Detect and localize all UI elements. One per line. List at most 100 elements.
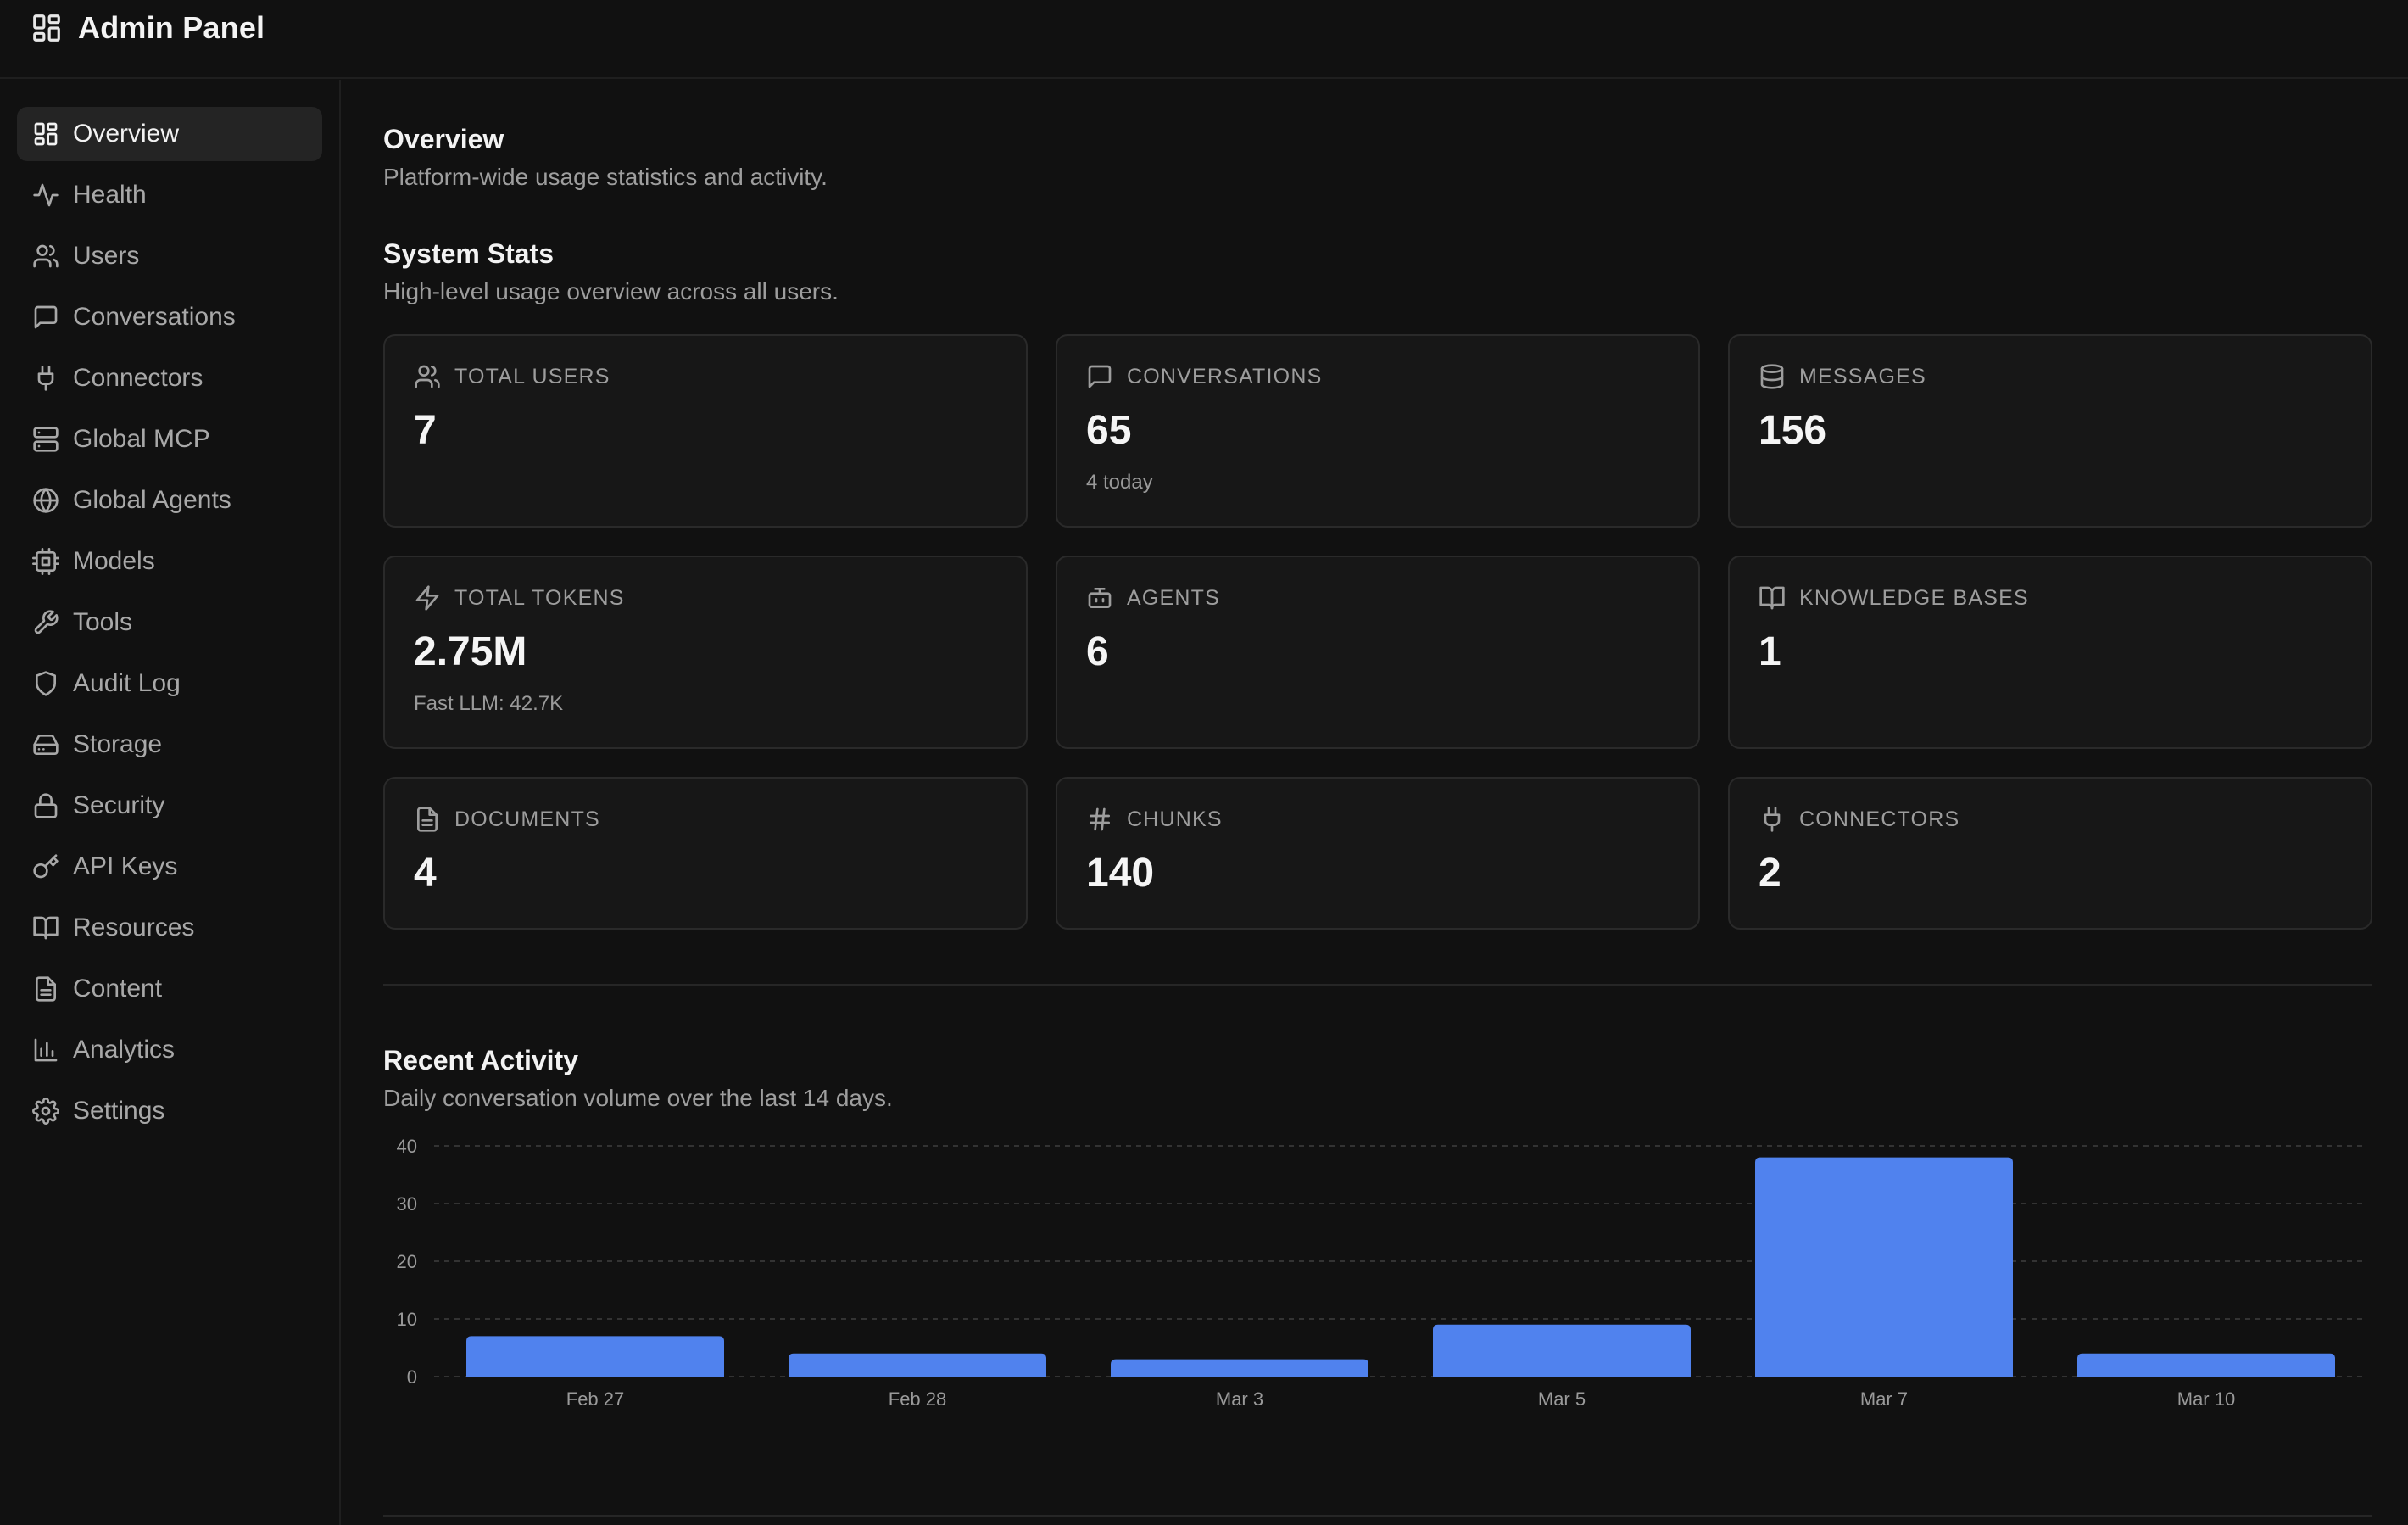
recent-activity-title: Recent Activity xyxy=(383,1045,578,1075)
database-icon xyxy=(1759,363,1786,390)
y-tick-label: 30 xyxy=(397,1193,417,1215)
sidebar-item-models[interactable]: Models xyxy=(17,534,322,589)
activity-icon xyxy=(32,182,59,209)
stat-card-total-tokens: TOTAL TOKENS 2.75M Fast LLM: 42.7K xyxy=(383,556,1028,749)
chart-bar[interactable] xyxy=(1433,1324,1691,1377)
stat-value: 156 xyxy=(1759,408,1827,453)
bottom-divider xyxy=(383,1515,2372,1517)
lock-icon xyxy=(32,792,59,819)
sidebar-item-users[interactable]: Users xyxy=(17,229,322,283)
y-tick-label: 40 xyxy=(397,1136,417,1157)
sidebar-item-label: Models xyxy=(73,547,155,575)
stat-card-knowledge-bases: KNOWLEDGE BASES 1 xyxy=(1728,556,2372,749)
sidebar-item-overview[interactable]: Overview xyxy=(17,107,322,161)
globe-icon xyxy=(32,487,59,514)
app-title: Admin Panel xyxy=(78,9,265,45)
plug-icon xyxy=(32,365,59,392)
message-square-icon xyxy=(32,304,59,331)
sidebar: Overview Health Users Conversations Conn… xyxy=(0,80,341,1525)
sidebar-item-label: Overview xyxy=(73,120,180,148)
sidebar-item-global-mcp[interactable]: Global MCP xyxy=(17,412,322,466)
chart-bar[interactable] xyxy=(789,1353,1046,1377)
sidebar-item-label: Global MCP xyxy=(73,425,210,453)
book-icon xyxy=(32,914,59,941)
sidebar-item-global-agents[interactable]: Global Agents xyxy=(17,473,322,528)
stat-value: 2 xyxy=(1759,851,1781,896)
chart-bar[interactable] xyxy=(1111,1359,1368,1377)
users-icon xyxy=(32,243,59,270)
chart-bar[interactable] xyxy=(2077,1353,2335,1377)
sidebar-item-label: Security xyxy=(73,791,165,819)
sidebar-item-health[interactable]: Health xyxy=(17,168,322,222)
activity-chart-svg: 0 10 20 30 40 Feb 27 Feb 28 Mar 3 Mar 5 Mar 7 Mar … xyxy=(397,1136,2367,1410)
system-stats-header: System Stats High-level usage overview a… xyxy=(383,238,2372,305)
bot-icon xyxy=(1086,584,1113,612)
stat-card-total-users: TOTAL USERS 7 xyxy=(383,334,1028,528)
stat-subtext: Fast LLM: 42.7K xyxy=(414,692,564,715)
stat-subtext: 4 today xyxy=(1086,471,1153,494)
x-tick-label: Mar 5 xyxy=(1538,1388,1586,1410)
settings-icon xyxy=(32,1098,59,1125)
sidebar-item-content[interactable]: Content xyxy=(17,962,322,1016)
grid-icon xyxy=(31,12,63,44)
activity-chart: 0 10 20 30 40 Feb 27 Feb 28 Mar 3 Mar 5 Mar 7 Mar … xyxy=(383,1127,2372,1450)
x-tick-label: Mar 3 xyxy=(1216,1388,1263,1410)
shield-icon xyxy=(32,670,59,697)
recent-activity-header: Recent Activity Daily conversation volum… xyxy=(383,1045,2372,1112)
sidebar-item-security[interactable]: Security xyxy=(17,779,322,833)
stat-card-connectors: CONNECTORS 2 xyxy=(1728,777,2372,930)
stat-value: 1 xyxy=(1759,629,1781,674)
sidebar-item-storage[interactable]: Storage xyxy=(17,718,322,772)
stats-grid: TOTAL USERS 7 CONVERSATIONS 65 4 today M… xyxy=(383,334,2372,930)
page-title: Overview xyxy=(383,124,504,154)
hash-icon xyxy=(1086,806,1113,833)
main-content: Overview Platform-wide usage statistics … xyxy=(383,80,2372,1450)
recent-activity-subtitle: Daily conversation volume over the last … xyxy=(383,1085,893,1111)
sidebar-item-connectors[interactable]: Connectors xyxy=(17,351,322,405)
chart-bar[interactable] xyxy=(466,1336,724,1377)
stat-label: TOTAL TOKENS xyxy=(454,585,625,610)
chart-bar[interactable] xyxy=(1755,1157,2013,1377)
zap-icon xyxy=(414,584,441,612)
sidebar-item-analytics[interactable]: Analytics xyxy=(17,1023,322,1077)
page-subtitle: Platform-wide usage statistics and activ… xyxy=(383,164,828,190)
wrench-icon xyxy=(32,609,59,636)
x-tick-label: Feb 28 xyxy=(889,1388,947,1410)
sidebar-item-label: Settings xyxy=(73,1097,165,1125)
sidebar-item-audit-log[interactable]: Audit Log xyxy=(17,656,322,711)
y-tick-label: 0 xyxy=(407,1366,417,1388)
message-square-icon xyxy=(1086,363,1113,390)
server-icon xyxy=(32,426,59,453)
y-tick-label: 10 xyxy=(397,1309,417,1330)
y-tick-label: 20 xyxy=(397,1251,417,1272)
top-bar: Admin Panel xyxy=(0,0,2408,79)
stat-label: CONVERSATIONS xyxy=(1127,364,1323,388)
sidebar-item-settings[interactable]: Settings xyxy=(17,1084,322,1138)
sidebar-item-resources[interactable]: Resources xyxy=(17,901,322,955)
plug-icon xyxy=(1759,806,1786,833)
page-header: Overview Platform-wide usage statistics … xyxy=(383,124,2372,191)
grid-icon xyxy=(32,120,59,148)
sidebar-item-label: Analytics xyxy=(73,1036,176,1064)
system-stats-title: System Stats xyxy=(383,238,554,269)
stat-label: DOCUMENTS xyxy=(454,807,600,831)
stat-value: 7 xyxy=(414,408,437,453)
stat-value: 2.75M xyxy=(414,629,527,674)
sidebar-item-label: Tools xyxy=(73,608,133,636)
sidebar-item-label: API Keys xyxy=(73,852,178,880)
stat-value: 6 xyxy=(1086,629,1109,674)
sidebar-item-label: Content xyxy=(73,975,163,1003)
sidebar-item-api-keys[interactable]: API Keys xyxy=(17,840,322,894)
x-tick-label: Mar 7 xyxy=(1860,1388,1908,1410)
stat-card-messages: MESSAGES 156 xyxy=(1728,334,2372,528)
sidebar-item-label: Global Agents xyxy=(73,486,231,514)
bar-chart-icon xyxy=(32,1036,59,1064)
sidebar-item-tools[interactable]: Tools xyxy=(17,595,322,650)
sidebar-item-label: Storage xyxy=(73,730,163,758)
sidebar-item-label: Health xyxy=(73,181,147,209)
sidebar-item-label: Audit Log xyxy=(73,669,181,697)
file-text-icon xyxy=(32,975,59,1003)
sidebar-item-conversations[interactable]: Conversations xyxy=(17,290,322,344)
stat-label: CONNECTORS xyxy=(1799,807,1960,831)
sidebar-item-label: Users xyxy=(73,242,140,270)
